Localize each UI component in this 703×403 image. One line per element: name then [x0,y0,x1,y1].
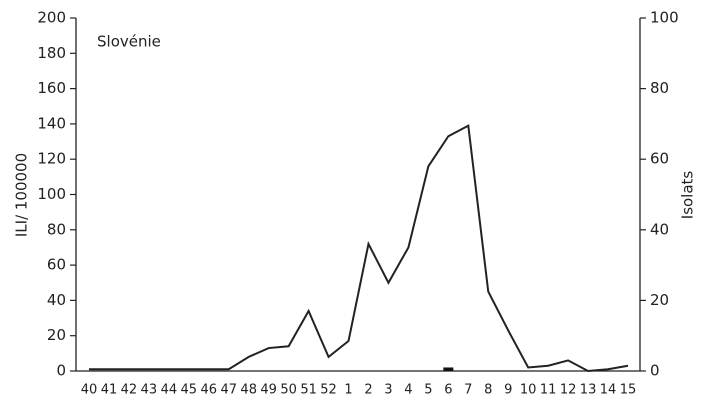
x-tick-label: 9 [504,383,512,398]
x-tick-label: 40 [81,383,98,398]
y-tick-label: 100 [37,185,66,203]
x-tick-label: 10 [520,383,537,398]
annotation: Slovénie [97,33,161,51]
y-tick-label: 0 [56,362,66,380]
x-tick-label: 3 [384,383,392,398]
y2-tick-label: 40 [650,220,669,238]
y2-tick-label: 100 [650,9,679,27]
y2-tick-label: 20 [650,291,669,309]
x-tick-label: 12 [560,383,577,398]
y-tick-label: 140 [37,114,66,132]
y2-tick-label: 80 [650,79,669,97]
x-tick-label: 41 [101,383,118,398]
x-tick-label: 47 [220,383,237,398]
y-tick-label: 120 [37,150,66,168]
y-tick-label: 200 [37,9,66,27]
y-tick-label: 20 [47,326,66,344]
line [89,124,629,373]
x-tick-label: 48 [240,383,257,398]
y2-axis-label: Isolats [679,171,697,220]
x-tick-label: 6 [444,383,452,398]
y-tick-label: 160 [37,79,66,97]
x-tick-label: 1 [344,383,352,398]
x-tick-label: 46 [201,383,218,398]
bar [443,367,454,371]
x-tick-label: 14 [600,383,617,398]
x-tick-label: 44 [161,383,178,398]
y-tick-label: 40 [47,291,66,309]
x-tick-label: 11 [540,383,557,398]
x-tick-label: 51 [300,383,317,398]
x-tick-label: 42 [121,383,138,398]
x-tick-label: 5 [424,383,432,398]
y-tick-label: 180 [37,44,66,62]
x-tick-label: 50 [280,383,297,398]
x-tick-label: 2 [364,383,372,398]
y2-tick-label: 0 [650,362,660,380]
x-tick-label: 45 [181,383,198,398]
x-tick-label: 15 [620,383,637,398]
y-axis-label: ILI/ 100000 [13,153,31,237]
x-tick-label: 4 [404,383,412,398]
x-tick-label: 13 [580,383,597,398]
y-tick-label: 60 [47,256,66,274]
x-tick-label: 7 [464,383,472,398]
x-tick-label: 43 [141,383,158,398]
y2-tick-label: 60 [650,150,669,168]
x-tick-label: 49 [260,383,277,398]
x-tick-label: 52 [320,383,337,398]
x-tick-label: 8 [484,383,492,398]
y-tick-label: 80 [47,220,66,238]
